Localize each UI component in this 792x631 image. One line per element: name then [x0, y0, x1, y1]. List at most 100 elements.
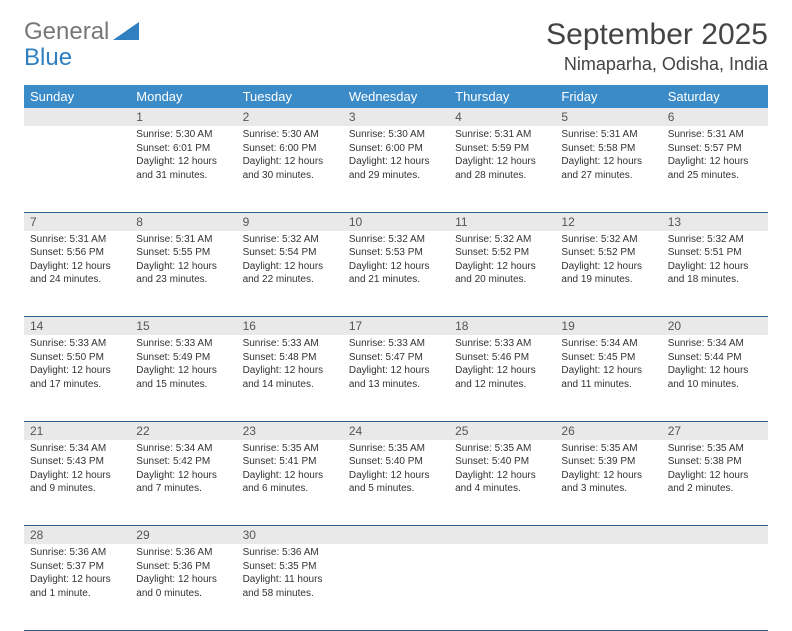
day-cell: Sunrise: 5:34 AMSunset: 5:43 PMDaylight:…	[24, 440, 130, 526]
day-day2: and 4 minutes.	[455, 482, 549, 496]
day-number: 20	[662, 317, 768, 336]
day-cell: Sunrise: 5:31 AMSunset: 5:56 PMDaylight:…	[24, 231, 130, 317]
day-sunset: Sunset: 5:36 PM	[136, 560, 230, 574]
day-day1: Daylight: 12 hours	[455, 364, 549, 378]
day-cell	[449, 544, 555, 630]
day-number: 27	[662, 421, 768, 440]
weekday-header: Thursday	[449, 85, 555, 108]
weekday-row: SundayMondayTuesdayWednesdayThursdayFrid…	[24, 85, 768, 108]
day-sunrise: Sunrise: 5:33 AM	[30, 337, 124, 351]
day-number: 11	[449, 212, 555, 231]
day-cell	[24, 126, 130, 212]
day-number: 5	[555, 108, 661, 126]
day-day2: and 2 minutes.	[668, 482, 762, 496]
day-day2: and 27 minutes.	[561, 169, 655, 183]
weekday-header: Tuesday	[237, 85, 343, 108]
day-sunrise: Sunrise: 5:30 AM	[349, 128, 443, 142]
day-sunset: Sunset: 5:51 PM	[668, 246, 762, 260]
day-day2: and 31 minutes.	[136, 169, 230, 183]
day-day1: Daylight: 11 hours	[243, 573, 337, 587]
day-number: 8	[130, 212, 236, 231]
day-day1: Daylight: 12 hours	[561, 364, 655, 378]
day-day1: Daylight: 12 hours	[136, 260, 230, 274]
day-number-row: 14151617181920	[24, 317, 768, 336]
day-sunset: Sunset: 5:42 PM	[136, 455, 230, 469]
day-cell	[662, 544, 768, 630]
day-cell: Sunrise: 5:30 AMSunset: 6:00 PMDaylight:…	[237, 126, 343, 212]
day-number: 28	[24, 526, 130, 545]
brand-part1: General	[24, 18, 109, 46]
day-sunset: Sunset: 5:40 PM	[455, 455, 549, 469]
day-cell: Sunrise: 5:36 AMSunset: 5:37 PMDaylight:…	[24, 544, 130, 630]
day-day2: and 10 minutes.	[668, 378, 762, 392]
day-number	[449, 526, 555, 545]
day-day1: Daylight: 12 hours	[455, 469, 549, 483]
day-sunset: Sunset: 6:00 PM	[349, 142, 443, 156]
day-sunrise: Sunrise: 5:32 AM	[349, 233, 443, 247]
day-day2: and 3 minutes.	[561, 482, 655, 496]
day-sunset: Sunset: 5:50 PM	[30, 351, 124, 365]
day-number: 29	[130, 526, 236, 545]
day-number: 26	[555, 421, 661, 440]
day-number	[555, 526, 661, 545]
day-cell: Sunrise: 5:31 AMSunset: 5:58 PMDaylight:…	[555, 126, 661, 212]
weekday-header: Monday	[130, 85, 236, 108]
calendar-body: 123456Sunrise: 5:30 AMSunset: 6:01 PMDay…	[24, 108, 768, 630]
day-day1: Daylight: 12 hours	[243, 469, 337, 483]
day-sunset: Sunset: 5:41 PM	[243, 455, 337, 469]
day-sunset: Sunset: 5:37 PM	[30, 560, 124, 574]
day-day2: and 23 minutes.	[136, 273, 230, 287]
day-number: 3	[343, 108, 449, 126]
day-sunrise: Sunrise: 5:35 AM	[243, 442, 337, 456]
day-day2: and 21 minutes.	[349, 273, 443, 287]
day-cell: Sunrise: 5:32 AMSunset: 5:54 PMDaylight:…	[237, 231, 343, 317]
day-sunrise: Sunrise: 5:33 AM	[136, 337, 230, 351]
day-day1: Daylight: 12 hours	[30, 260, 124, 274]
day-sunset: Sunset: 5:39 PM	[561, 455, 655, 469]
day-day2: and 1 minute.	[30, 587, 124, 601]
title-block: September 2025 Nimaparha, Odisha, India	[546, 18, 768, 75]
day-number-row: 21222324252627	[24, 421, 768, 440]
day-cell: Sunrise: 5:31 AMSunset: 5:59 PMDaylight:…	[449, 126, 555, 212]
day-cell: Sunrise: 5:32 AMSunset: 5:53 PMDaylight:…	[343, 231, 449, 317]
day-sunrise: Sunrise: 5:34 AM	[561, 337, 655, 351]
day-number: 16	[237, 317, 343, 336]
day-number: 13	[662, 212, 768, 231]
day-cell: Sunrise: 5:32 AMSunset: 5:52 PMDaylight:…	[449, 231, 555, 317]
day-number-row: 78910111213	[24, 212, 768, 231]
day-sunset: Sunset: 5:38 PM	[668, 455, 762, 469]
day-day2: and 22 minutes.	[243, 273, 337, 287]
day-sunset: Sunset: 6:00 PM	[243, 142, 337, 156]
day-sunset: Sunset: 5:48 PM	[243, 351, 337, 365]
day-content-row: Sunrise: 5:34 AMSunset: 5:43 PMDaylight:…	[24, 440, 768, 526]
day-cell: Sunrise: 5:33 AMSunset: 5:47 PMDaylight:…	[343, 335, 449, 421]
day-number: 25	[449, 421, 555, 440]
day-day2: and 18 minutes.	[668, 273, 762, 287]
day-sunrise: Sunrise: 5:35 AM	[455, 442, 549, 456]
day-cell: Sunrise: 5:33 AMSunset: 5:48 PMDaylight:…	[237, 335, 343, 421]
day-sunset: Sunset: 5:35 PM	[243, 560, 337, 574]
day-number: 21	[24, 421, 130, 440]
day-day1: Daylight: 12 hours	[561, 260, 655, 274]
day-day2: and 5 minutes.	[349, 482, 443, 496]
day-day1: Daylight: 12 hours	[668, 364, 762, 378]
day-day1: Daylight: 12 hours	[136, 469, 230, 483]
day-day2: and 6 minutes.	[243, 482, 337, 496]
day-day1: Daylight: 12 hours	[561, 469, 655, 483]
day-content-row: Sunrise: 5:36 AMSunset: 5:37 PMDaylight:…	[24, 544, 768, 630]
day-cell: Sunrise: 5:34 AMSunset: 5:45 PMDaylight:…	[555, 335, 661, 421]
day-day1: Daylight: 12 hours	[349, 364, 443, 378]
day-sunset: Sunset: 5:56 PM	[30, 246, 124, 260]
day-number: 4	[449, 108, 555, 126]
day-cell: Sunrise: 5:31 AMSunset: 5:57 PMDaylight:…	[662, 126, 768, 212]
header: General September 2025 Nimaparha, Odisha…	[24, 18, 768, 75]
day-cell: Sunrise: 5:34 AMSunset: 5:42 PMDaylight:…	[130, 440, 236, 526]
day-sunrise: Sunrise: 5:33 AM	[243, 337, 337, 351]
day-sunrise: Sunrise: 5:31 AM	[668, 128, 762, 142]
day-sunset: Sunset: 5:49 PM	[136, 351, 230, 365]
day-day1: Daylight: 12 hours	[243, 260, 337, 274]
day-sunset: Sunset: 5:40 PM	[349, 455, 443, 469]
day-cell: Sunrise: 5:31 AMSunset: 5:55 PMDaylight:…	[130, 231, 236, 317]
day-number: 17	[343, 317, 449, 336]
day-content-row: Sunrise: 5:31 AMSunset: 5:56 PMDaylight:…	[24, 231, 768, 317]
